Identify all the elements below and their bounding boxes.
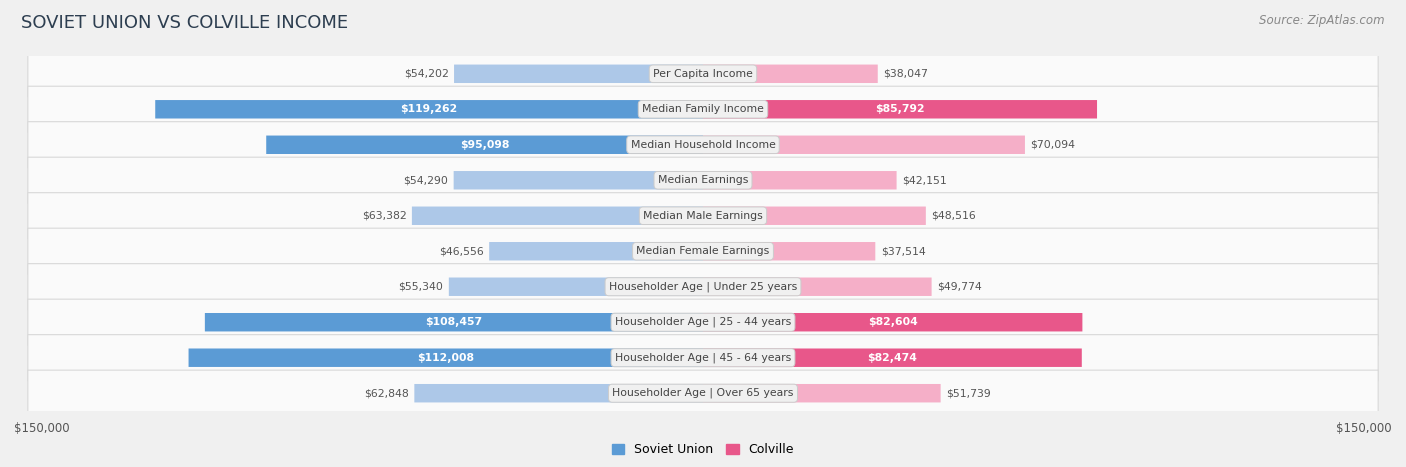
Text: Source: ZipAtlas.com: Source: ZipAtlas.com: [1260, 14, 1385, 27]
Text: Per Capita Income: Per Capita Income: [652, 69, 754, 79]
FancyBboxPatch shape: [28, 370, 1378, 416]
FancyBboxPatch shape: [28, 228, 1378, 274]
Text: $150,000: $150,000: [14, 422, 70, 435]
Text: $85,792: $85,792: [875, 104, 925, 114]
Text: $119,262: $119,262: [401, 104, 458, 114]
Text: Median Household Income: Median Household Income: [630, 140, 776, 150]
Text: $95,098: $95,098: [460, 140, 509, 150]
FancyBboxPatch shape: [28, 264, 1378, 310]
Text: $54,290: $54,290: [404, 175, 449, 185]
Text: $62,848: $62,848: [364, 388, 409, 398]
Text: Median Male Earnings: Median Male Earnings: [643, 211, 763, 221]
Text: Median Female Earnings: Median Female Earnings: [637, 246, 769, 256]
FancyBboxPatch shape: [28, 86, 1378, 132]
Text: $112,008: $112,008: [418, 353, 474, 363]
FancyBboxPatch shape: [454, 64, 703, 83]
Text: $55,340: $55,340: [398, 282, 443, 292]
Text: $63,382: $63,382: [361, 211, 406, 221]
FancyBboxPatch shape: [703, 171, 897, 190]
Text: SOVIET UNION VS COLVILLE INCOME: SOVIET UNION VS COLVILLE INCOME: [21, 14, 349, 32]
FancyBboxPatch shape: [28, 299, 1378, 345]
Text: $82,474: $82,474: [868, 353, 917, 363]
Text: $82,604: $82,604: [868, 317, 918, 327]
Text: Householder Age | 45 - 64 years: Householder Age | 45 - 64 years: [614, 353, 792, 363]
FancyBboxPatch shape: [205, 313, 703, 332]
FancyBboxPatch shape: [412, 206, 703, 225]
FancyBboxPatch shape: [703, 135, 1025, 154]
Text: $42,151: $42,151: [903, 175, 946, 185]
FancyBboxPatch shape: [489, 242, 703, 261]
FancyBboxPatch shape: [415, 384, 703, 403]
Legend: Soviet Union, Colville: Soviet Union, Colville: [607, 439, 799, 461]
FancyBboxPatch shape: [28, 157, 1378, 203]
FancyBboxPatch shape: [703, 384, 941, 403]
Text: $70,094: $70,094: [1031, 140, 1076, 150]
Text: $150,000: $150,000: [1336, 422, 1392, 435]
FancyBboxPatch shape: [28, 51, 1378, 97]
FancyBboxPatch shape: [703, 100, 1097, 119]
FancyBboxPatch shape: [155, 100, 703, 119]
FancyBboxPatch shape: [703, 277, 932, 296]
Text: $108,457: $108,457: [426, 317, 482, 327]
FancyBboxPatch shape: [703, 206, 925, 225]
FancyBboxPatch shape: [28, 122, 1378, 168]
Text: $54,202: $54,202: [404, 69, 449, 79]
Text: $51,739: $51,739: [946, 388, 991, 398]
Text: Householder Age | Under 25 years: Householder Age | Under 25 years: [609, 282, 797, 292]
FancyBboxPatch shape: [188, 348, 703, 367]
FancyBboxPatch shape: [266, 135, 703, 154]
Text: $37,514: $37,514: [880, 246, 925, 256]
FancyBboxPatch shape: [454, 171, 703, 190]
Text: $49,774: $49,774: [938, 282, 981, 292]
Text: Householder Age | 25 - 44 years: Householder Age | 25 - 44 years: [614, 317, 792, 327]
Text: $38,047: $38,047: [883, 69, 928, 79]
FancyBboxPatch shape: [28, 193, 1378, 239]
Text: Median Family Income: Median Family Income: [643, 104, 763, 114]
Text: $48,516: $48,516: [931, 211, 976, 221]
Text: Householder Age | Over 65 years: Householder Age | Over 65 years: [612, 388, 794, 398]
Text: Median Earnings: Median Earnings: [658, 175, 748, 185]
FancyBboxPatch shape: [703, 313, 1083, 332]
FancyBboxPatch shape: [28, 335, 1378, 381]
FancyBboxPatch shape: [703, 348, 1081, 367]
FancyBboxPatch shape: [703, 64, 877, 83]
FancyBboxPatch shape: [703, 242, 876, 261]
Text: $46,556: $46,556: [439, 246, 484, 256]
FancyBboxPatch shape: [449, 277, 703, 296]
